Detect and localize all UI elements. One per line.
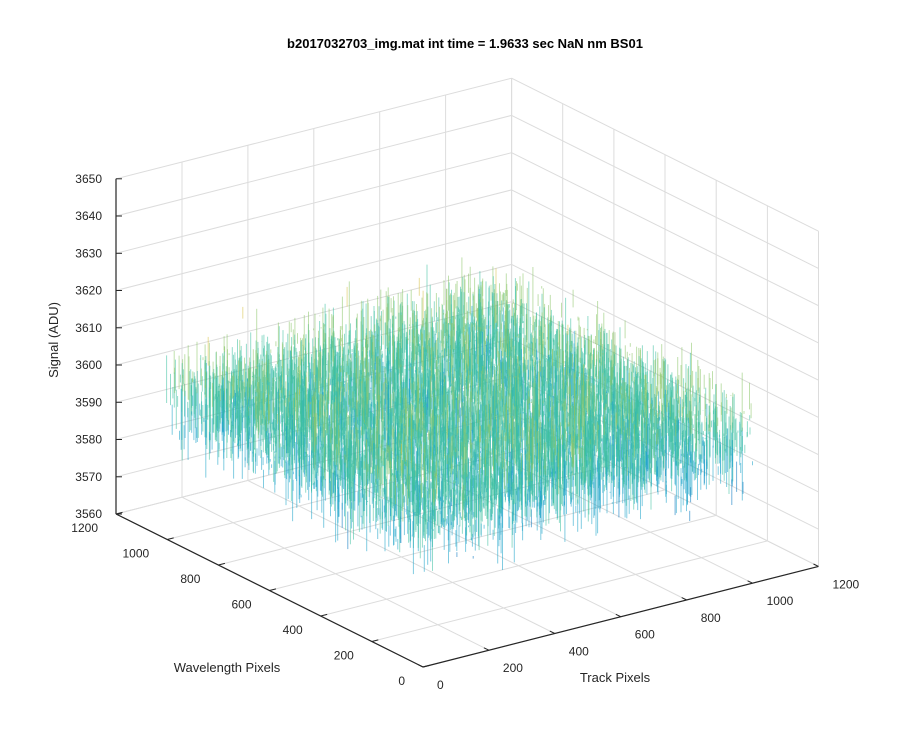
wall-grid-line	[511, 114, 819, 269]
wall-grid-line	[115, 189, 512, 291]
floor-grid-line	[269, 489, 666, 591]
wall-grid-line	[511, 77, 819, 232]
wall-grid-line	[511, 263, 819, 418]
floor-grid-line	[371, 540, 768, 642]
wall-grid-line	[511, 226, 819, 381]
floor-grid-line	[320, 514, 717, 617]
wall-grid-line	[115, 226, 512, 329]
wall-grid-line	[115, 77, 512, 180]
surface-mesh	[166, 257, 753, 575]
wall-grid-line	[511, 152, 819, 307]
wall-grid-line	[115, 152, 512, 254]
wall-grid-line	[511, 189, 819, 344]
chart-title: b2017032703_img.mat int time = 1.9633 se…	[287, 36, 643, 51]
wall-grid-line	[115, 263, 512, 366]
wall-grid-line	[115, 114, 512, 217]
